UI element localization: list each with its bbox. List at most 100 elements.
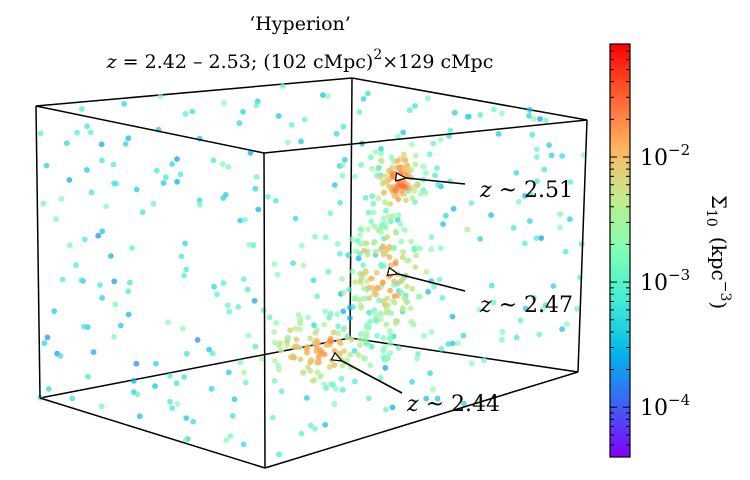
galaxy-point xyxy=(295,312,302,318)
galaxy-point xyxy=(122,141,129,147)
galaxy-point xyxy=(499,110,505,117)
galaxy-point xyxy=(314,369,321,376)
galaxy-point xyxy=(190,418,197,425)
galaxy-point xyxy=(460,332,467,339)
galaxy-point xyxy=(63,140,70,147)
galaxy-point xyxy=(387,201,394,207)
galaxy-point xyxy=(382,220,388,227)
galaxy-point xyxy=(451,109,458,116)
annotation-var: z xyxy=(479,293,492,318)
galaxy-point xyxy=(356,109,363,115)
galaxy-point xyxy=(559,153,565,159)
galaxy-point xyxy=(464,226,471,233)
galaxy-point xyxy=(88,189,95,196)
title-depth: ×129 cMpc xyxy=(382,51,493,73)
galaxy-point xyxy=(430,140,437,147)
galaxy-point xyxy=(517,317,524,324)
galaxy-point xyxy=(112,301,119,308)
galaxy-point xyxy=(87,129,94,136)
galaxy-point xyxy=(208,385,215,392)
galaxy-point xyxy=(366,309,372,316)
galaxy-point xyxy=(515,198,522,205)
galaxy-point xyxy=(110,161,117,168)
galaxy-point xyxy=(327,310,334,317)
galaxy-point xyxy=(361,285,367,292)
galaxy-point xyxy=(298,138,304,145)
galaxy-point xyxy=(133,360,140,367)
galaxy-point xyxy=(360,262,367,268)
galaxy-point xyxy=(324,93,331,100)
galaxy-point xyxy=(357,232,364,238)
galaxy-point xyxy=(297,320,304,327)
galaxy-point xyxy=(438,346,445,352)
galaxy-point xyxy=(378,150,385,157)
galaxy-point xyxy=(340,326,347,333)
galaxy-point xyxy=(194,337,201,343)
annotation-text: ~ 2.51 xyxy=(492,178,573,203)
galaxy-point xyxy=(356,296,363,303)
galaxy-point xyxy=(411,244,418,251)
galaxy-point xyxy=(130,378,137,384)
galaxy-point xyxy=(386,243,393,250)
colorbar-tick-label: 10−2 xyxy=(640,141,690,171)
box-edge xyxy=(349,77,353,339)
galaxy-point xyxy=(276,366,282,373)
galaxy-point xyxy=(490,299,497,306)
galaxy-point xyxy=(307,335,314,342)
galaxy-point xyxy=(181,272,188,279)
chart-title-name: ‘Hyperion’ xyxy=(249,13,351,35)
galaxy-point xyxy=(392,260,399,267)
galaxy-point xyxy=(73,262,79,269)
galaxy-point xyxy=(370,200,377,207)
galaxy-point xyxy=(328,381,335,388)
galaxy-point xyxy=(157,93,164,100)
galaxy-point xyxy=(173,380,180,387)
galaxy-point xyxy=(327,338,334,345)
galaxy-point xyxy=(534,178,540,185)
galaxy-point xyxy=(363,240,370,247)
galaxy-point xyxy=(41,340,48,347)
galaxy-point xyxy=(476,306,483,313)
galaxy-point xyxy=(372,311,379,318)
galaxy-point xyxy=(374,332,380,339)
galaxy-point xyxy=(224,302,231,309)
box-edge xyxy=(35,105,265,154)
galaxy-point xyxy=(85,374,92,380)
annotation-var: z xyxy=(406,392,419,417)
galaxy-point xyxy=(338,375,345,382)
cb-label-close: ) xyxy=(707,301,731,309)
galaxy-point xyxy=(153,360,159,367)
galaxy-point xyxy=(160,180,167,186)
galaxy-point xyxy=(424,95,431,102)
galaxy-point xyxy=(527,191,534,198)
galaxy-point xyxy=(372,149,379,156)
galaxy-point xyxy=(357,277,364,284)
galaxy-point xyxy=(534,146,540,153)
galaxy-point xyxy=(240,276,247,283)
galaxy-point xyxy=(394,216,401,223)
galaxy-point xyxy=(365,90,371,97)
galaxy-point xyxy=(431,283,437,290)
galaxy-point xyxy=(66,177,73,183)
annotation-arrow-2-44 xyxy=(342,361,403,394)
annotation-text: ~ 2.44 xyxy=(419,392,500,417)
galaxy-point xyxy=(344,357,350,364)
galaxy-point xyxy=(430,386,436,393)
galaxy-point xyxy=(214,291,220,298)
galaxy-point xyxy=(78,277,85,283)
galaxy-point xyxy=(355,352,362,358)
galaxy-point xyxy=(411,187,418,194)
galaxy-point xyxy=(331,401,338,407)
galaxy-point xyxy=(183,266,190,273)
galaxy-point xyxy=(349,268,356,275)
galaxy-point xyxy=(468,200,475,206)
galaxy-point xyxy=(300,262,307,269)
galaxy-point xyxy=(543,117,549,124)
galaxy-point xyxy=(297,326,303,333)
galaxy-point xyxy=(387,328,393,334)
galaxy-point xyxy=(397,278,404,285)
galaxy-point xyxy=(402,156,409,163)
galaxy-point xyxy=(445,341,452,347)
galaxy-point xyxy=(169,161,176,167)
galaxy-point xyxy=(389,213,396,219)
